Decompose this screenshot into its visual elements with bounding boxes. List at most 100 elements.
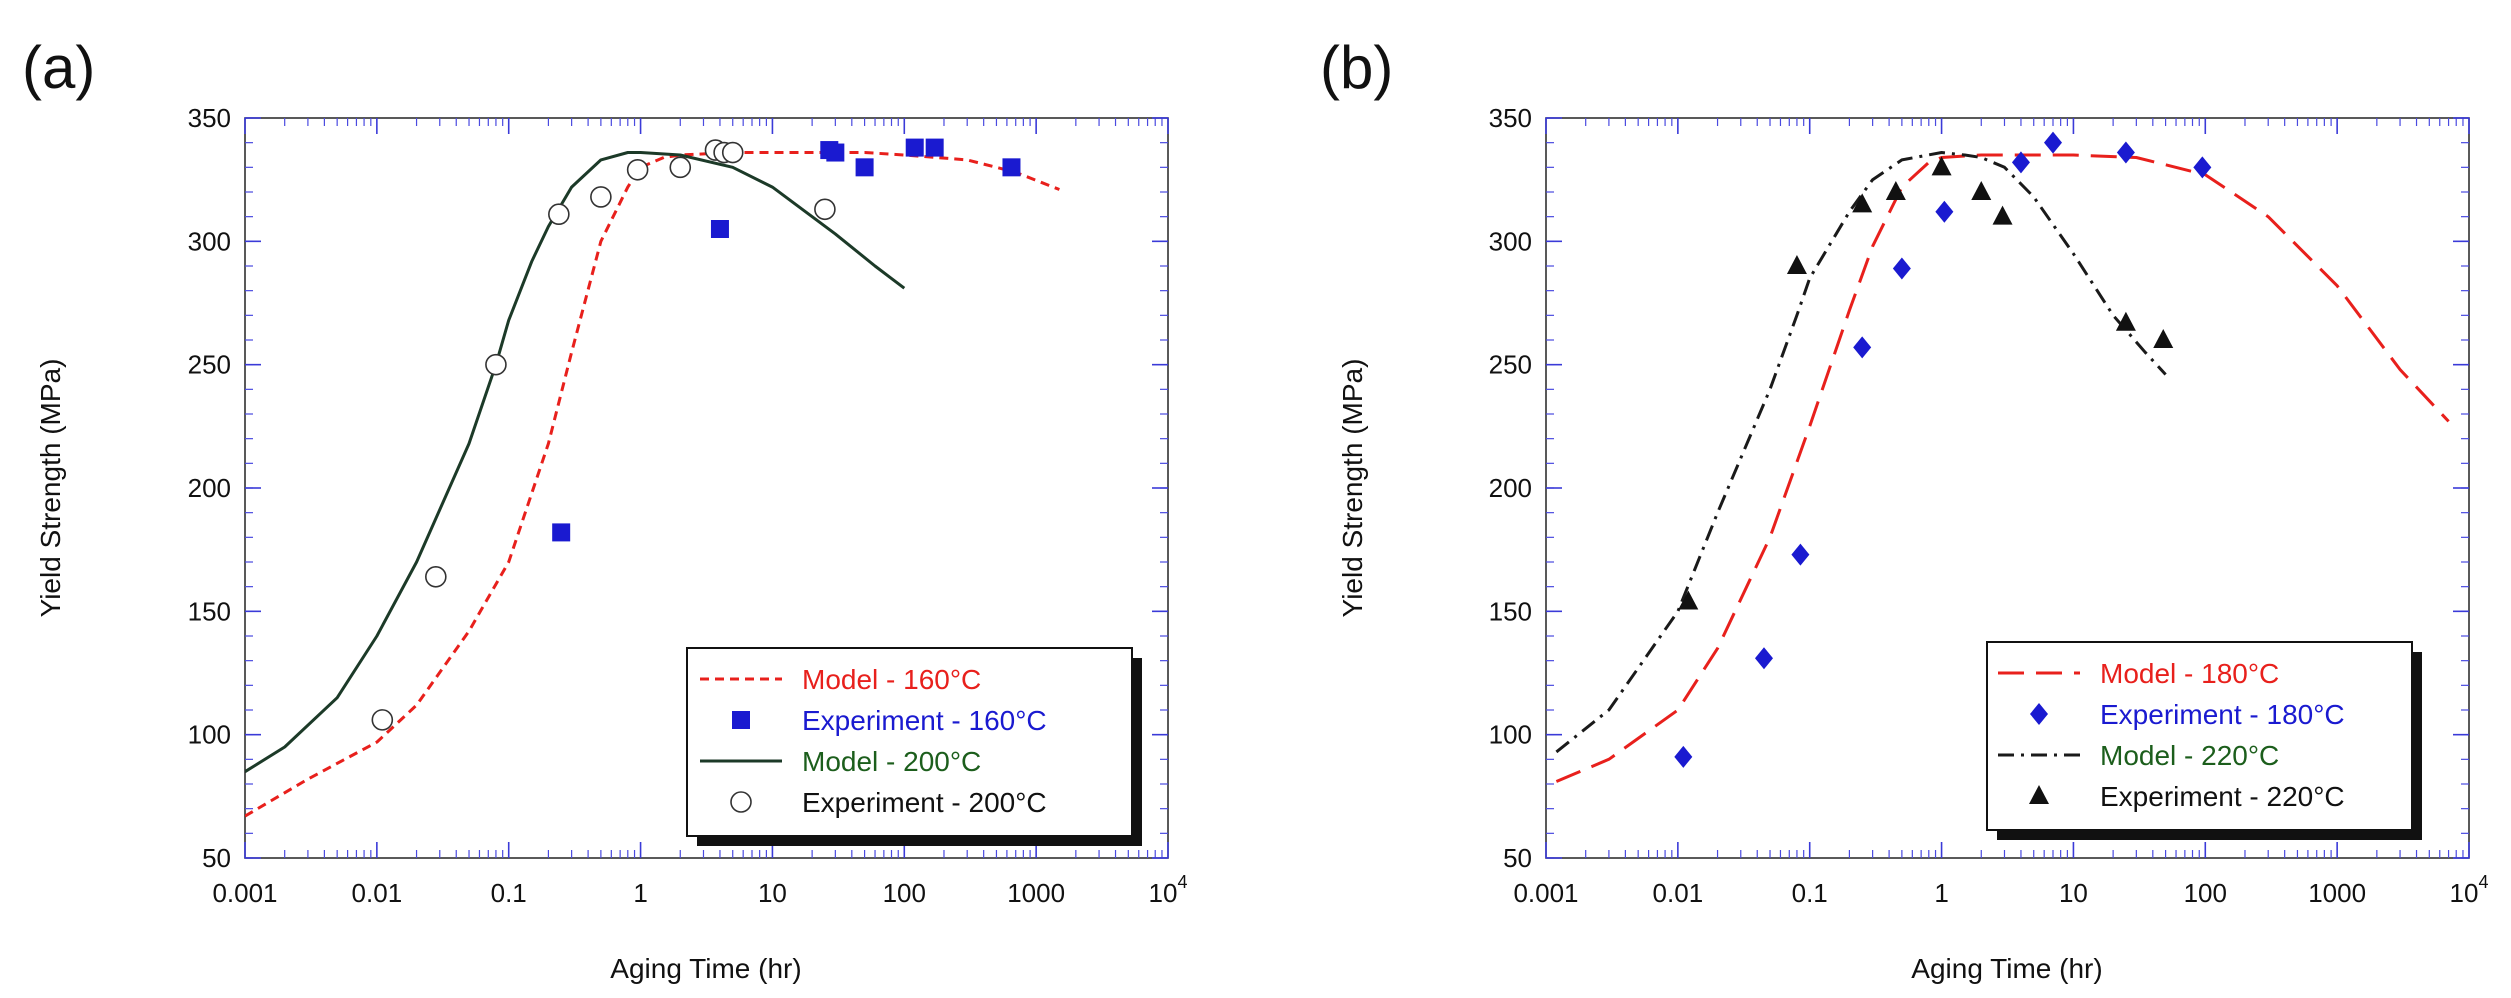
data-point: [1992, 205, 2013, 225]
legend-a: Model - 160°C Experiment - 160°C Model - 2…: [686, 647, 1142, 846]
data-point: [814, 198, 836, 221]
y-tick-label: 50: [1503, 843, 1532, 873]
x-tick-label: 0.01: [1653, 878, 1704, 908]
y-tick-label: 100: [188, 720, 231, 750]
data-point: [1892, 257, 1911, 280]
y-tick-label: 250: [1489, 350, 1532, 380]
x-tick-label: 0.01: [352, 878, 403, 908]
legend-swatch: [2030, 703, 2048, 725]
x-tick-exponent: 4: [2478, 872, 2488, 892]
data-point: [1852, 193, 1873, 213]
data-point: [2011, 151, 2030, 174]
data-point: [1791, 543, 1810, 566]
x-tick-label: 1000: [2308, 878, 2366, 908]
data-point: [1931, 156, 1952, 176]
x-tick-label: 0.1: [491, 878, 527, 908]
chart-panel-b: (b) 50 100 150 200 250 300 350 0.001 0.01 0.1 1 10…: [1320, 34, 2488, 984]
x-tick-label: 0.001: [212, 878, 277, 908]
y-axis-label-b: Yield Strength (MPa): [1337, 359, 1368, 618]
panel-label-a: (a): [22, 34, 95, 101]
x-tick-label: 0.1: [1792, 878, 1828, 908]
legend-label: Experiment - 180°C: [2100, 699, 2345, 730]
series-line-0: [1555, 153, 2450, 783]
y-tick-label: 250: [188, 350, 231, 380]
x-tick-label: 100: [883, 878, 926, 908]
data-point: [710, 220, 729, 238]
y-tick-label: 350: [188, 103, 231, 133]
x-tick-label: 1: [1934, 878, 1948, 908]
y-tick-label: 150: [188, 596, 231, 626]
data-point: [1786, 255, 1807, 274]
data-point: [669, 156, 692, 179]
series-layer-b: [1555, 131, 2450, 783]
data-point: [1678, 590, 1699, 610]
legend-label: Experiment - 160°C: [802, 705, 1047, 736]
data-point: [1935, 200, 1954, 223]
y-axis-label-a: Yield Strength (MPa): [35, 359, 66, 618]
data-point: [1754, 647, 1773, 670]
data-point: [1674, 745, 1693, 768]
legend-swatch: [732, 711, 750, 729]
x-axis-ticks-b: 0.001 0.01 0.1 1 10 100 1000 104: [1513, 118, 2488, 908]
legend-label: Model - 180°C: [2100, 658, 2279, 689]
x-tick-label: 0.001: [1513, 878, 1578, 908]
data-point: [1853, 336, 1872, 359]
panel-label-b: (b): [1320, 34, 1393, 101]
chart-panel-a: (a) 50 100 150 200 250 300 350 0.001 0.01 0.1 1 10…: [22, 34, 1187, 984]
data-point: [2044, 131, 2063, 154]
minor-ticks-a: [245, 117, 1168, 859]
x-tick-label: 104: [1149, 872, 1188, 908]
legend-b: Model - 180°C Experiment - 180°C Model - 2…: [1986, 641, 2422, 840]
y-tick-label: 200: [188, 473, 231, 503]
x-tick-label: 100: [2184, 878, 2227, 908]
data-point: [552, 523, 571, 542]
data-point: [1971, 181, 1992, 200]
data-point: [826, 143, 845, 162]
y-tick-label: 200: [1489, 473, 1532, 503]
y-tick-label: 150: [1489, 596, 1532, 626]
y-axis-ticks-a: 50 100 150 200 250 300 350: [188, 103, 1168, 873]
legend-label: Model - 160°C: [802, 664, 981, 695]
data-point: [2193, 156, 2212, 179]
series-line-2: [1555, 151, 2167, 754]
x-tick-label: 1000: [1007, 878, 1065, 908]
x-tick-label: 10: [758, 878, 787, 908]
data-point: [1885, 181, 1906, 200]
data-point: [2115, 311, 2136, 331]
data-point: [905, 138, 924, 157]
legend-label: Model - 200°C: [802, 746, 981, 777]
minor-ticks-b: [1546, 117, 2469, 859]
legend-swatch: [2029, 785, 2049, 804]
data-point: [721, 141, 744, 164]
x-tick-label: 1: [633, 878, 647, 908]
data-point: [425, 565, 447, 588]
x-tick-label: 104: [2450, 872, 2489, 908]
y-axis-ticks-b: 50 100 150 200 250 300 350: [1489, 103, 2469, 873]
data-point: [855, 158, 874, 177]
x-tick-exponent: 4: [1177, 872, 1187, 892]
data-point: [925, 138, 944, 157]
y-tick-label: 300: [188, 226, 231, 256]
y-tick-label: 300: [1489, 226, 1532, 256]
data-point: [485, 353, 507, 376]
data-point: [548, 203, 570, 225]
data-point: [2153, 329, 2174, 348]
y-tick-label: 50: [202, 843, 231, 873]
legend-swatch: [730, 791, 752, 813]
x-tick-label: 10: [2059, 878, 2088, 908]
legend-label: Experiment - 220°C: [2100, 781, 2345, 812]
series-layer-a: [245, 138, 1060, 818]
y-tick-label: 350: [1489, 103, 1532, 133]
y-tick-label: 100: [1489, 720, 1532, 750]
data-point: [371, 709, 394, 731]
data-point: [626, 159, 649, 181]
legend-box-a: [686, 647, 1133, 837]
x-axis-label-a: Aging Time (hr): [610, 953, 801, 984]
legend-label: Experiment - 200°C: [802, 787, 1047, 818]
legend-label: Model - 220°C: [2100, 740, 2279, 771]
x-axis-label-b: Aging Time (hr): [1911, 953, 2102, 984]
data-point: [2116, 141, 2135, 164]
data-point: [590, 186, 612, 208]
data-point: [1002, 158, 1021, 177]
